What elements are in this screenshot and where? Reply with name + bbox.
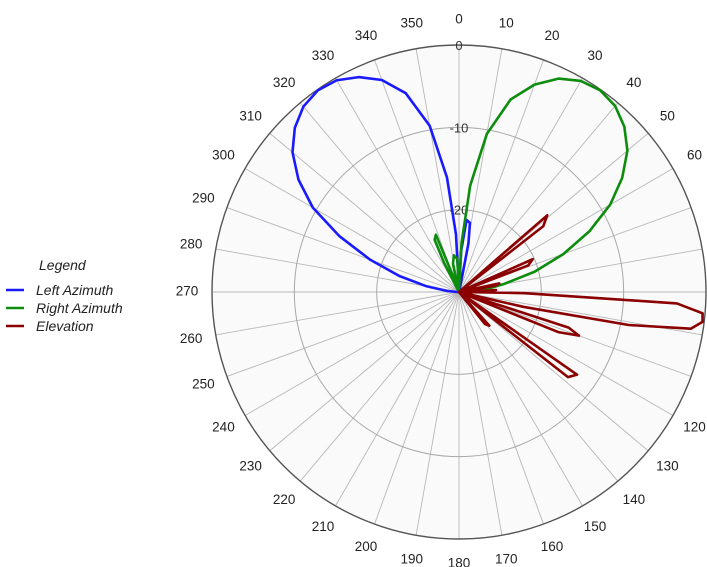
- spoke-290: [226, 207, 460, 293]
- series-trace-right-azimuth: [433, 77, 629, 295]
- angle-label-270: 270: [176, 284, 199, 299]
- angle-label-30: 30: [587, 48, 602, 63]
- angle-label-190: 190: [401, 551, 424, 566]
- angle-label-260: 260: [180, 331, 203, 346]
- spoke-320: [299, 102, 460, 293]
- spoke-260: [215, 291, 460, 336]
- spoke-30: [458, 77, 583, 293]
- angle-label-140: 140: [623, 492, 646, 507]
- spoke-230: [269, 291, 460, 452]
- spoke-20: [458, 59, 544, 293]
- legend: Legend Left Azimuth Right Azimuth Elevatio…: [6, 257, 123, 334]
- spoke-170: [458, 291, 503, 536]
- angle-label-20: 20: [545, 28, 560, 43]
- angle-label-120: 120: [683, 420, 706, 435]
- angle-label-350: 350: [401, 16, 424, 31]
- angle-label-130: 130: [656, 458, 679, 473]
- angle-label-280: 280: [180, 236, 203, 251]
- angle-label-170: 170: [495, 551, 518, 566]
- spoke-120: [458, 291, 674, 416]
- spoke-150: [458, 291, 583, 507]
- radial-label: 0: [455, 38, 462, 53]
- angle-label-160: 160: [541, 539, 564, 554]
- grid-ring-0: [211, 44, 707, 540]
- legend-label: Elevation: [36, 318, 94, 334]
- spoke-250: [226, 291, 460, 377]
- angle-label-230: 230: [239, 458, 262, 473]
- radial-labels: -20 -10 0: [450, 38, 469, 218]
- spoke-60: [458, 168, 674, 293]
- angle-label-320: 320: [273, 75, 296, 90]
- spoke-40: [458, 102, 619, 293]
- legend-label: Left Azimuth: [36, 282, 114, 298]
- spoke-190: [415, 291, 460, 536]
- angle-label-60: 60: [687, 148, 702, 163]
- spoke-220: [299, 291, 460, 482]
- spoke-300: [244, 168, 460, 293]
- angle-label-250: 250: [192, 377, 215, 392]
- angle-label-340: 340: [355, 28, 378, 43]
- angle-label-240: 240: [212, 420, 235, 435]
- angle-label-150: 150: [584, 519, 607, 534]
- legend-label: Right Azimuth: [36, 300, 123, 316]
- angle-label-200: 200: [355, 539, 378, 554]
- angle-label-0: 0: [455, 12, 463, 27]
- spoke-130: [458, 291, 649, 452]
- angle-labels: 0 10 20 30 40 50 60 120 130 140 150 160 170 180 190 200…: [176, 12, 706, 567]
- series-group: [291, 75, 704, 379]
- radial-label: -10: [450, 120, 469, 135]
- angle-label-210: 210: [312, 519, 335, 534]
- spoke-160: [458, 291, 544, 525]
- angle-label-40: 40: [626, 75, 641, 90]
- angle-label-290: 290: [192, 191, 215, 206]
- spoke-280: [215, 248, 460, 293]
- radial-label: -20: [450, 203, 469, 218]
- angle-label-220: 220: [273, 492, 296, 507]
- spoke-210: [335, 291, 460, 507]
- angle-label-10: 10: [499, 16, 514, 31]
- angle-label-180: 180: [448, 556, 471, 567]
- legend-title: Legend: [39, 257, 87, 273]
- series-trace-elevation: [457, 214, 704, 379]
- legend-items: Left Azimuth Right Azimuth Elevation: [6, 282, 123, 334]
- spoke-330: [335, 77, 460, 293]
- spoke-240: [244, 291, 460, 416]
- spoke-350: [415, 48, 460, 293]
- angle-label-300: 300: [212, 148, 235, 163]
- grid-ring-m20: [376, 209, 542, 375]
- angle-label-330: 330: [312, 48, 335, 63]
- angle-label-310: 310: [239, 109, 262, 124]
- grid-ring-m10: [293, 126, 625, 458]
- spoke-200: [374, 291, 460, 525]
- spoke-310: [269, 132, 460, 293]
- angle-label-50: 50: [660, 109, 675, 124]
